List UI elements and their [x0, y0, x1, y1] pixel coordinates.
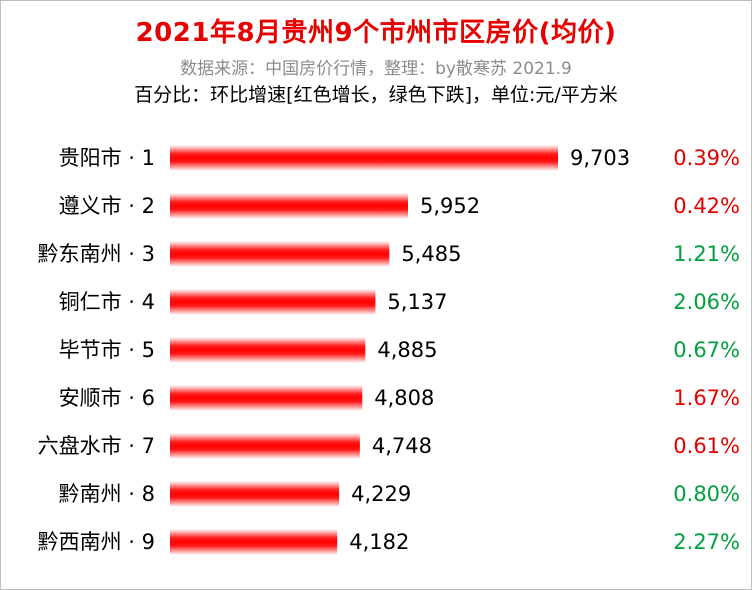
bar — [170, 337, 366, 363]
category-label: 安顺市 · 6 — [59, 386, 155, 410]
bar — [170, 385, 363, 411]
value-label: 4,808 — [374, 386, 434, 410]
change-label: 2.06% — [673, 290, 740, 314]
bar — [170, 145, 558, 171]
change-label: 0.42% — [673, 194, 740, 218]
category-label: 贵阳市 · 1 — [59, 146, 155, 170]
change-label: 0.67% — [673, 338, 740, 362]
chart-subtitle: 数据来源：中国房价行情，整理：by散寒苏 2021.9 — [180, 59, 572, 79]
bar — [170, 241, 390, 267]
category-label: 毕节市 · 5 — [59, 338, 155, 362]
value-label: 5,485 — [401, 242, 461, 266]
bar — [170, 289, 376, 315]
bar — [170, 529, 338, 555]
change-label: 1.67% — [673, 386, 740, 410]
change-label: 0.61% — [673, 434, 740, 458]
change-label: 0.80% — [673, 482, 740, 506]
chart-note: 百分比：环比增速[红色增长，绿色下跌]，单位:元/平方米 — [134, 84, 618, 106]
category-label: 黔南州 · 8 — [59, 482, 155, 506]
value-label: 5,137 — [387, 290, 447, 314]
chart-title: 2021年8月贵州9个市州市区房价(均价) — [135, 18, 617, 48]
bar — [170, 433, 360, 459]
change-label: 2.27% — [673, 530, 740, 554]
bar — [170, 481, 340, 507]
category-label: 铜仁市 · 4 — [59, 290, 155, 314]
value-label: 4,229 — [351, 482, 411, 506]
category-label: 六盘水市 · 7 — [38, 434, 155, 458]
value-label: 4,182 — [349, 530, 409, 554]
value-label: 4,885 — [377, 338, 437, 362]
change-label: 0.39% — [673, 146, 740, 170]
value-label: 5,952 — [420, 194, 480, 218]
value-label: 9,703 — [570, 146, 630, 170]
bar — [170, 193, 409, 219]
category-label: 黔西南州 · 9 — [38, 530, 155, 554]
category-label: 遵义市 · 2 — [59, 194, 155, 218]
change-label: 1.21% — [673, 242, 740, 266]
value-label: 4,748 — [372, 434, 432, 458]
category-label: 黔东南州 · 3 — [38, 242, 155, 266]
